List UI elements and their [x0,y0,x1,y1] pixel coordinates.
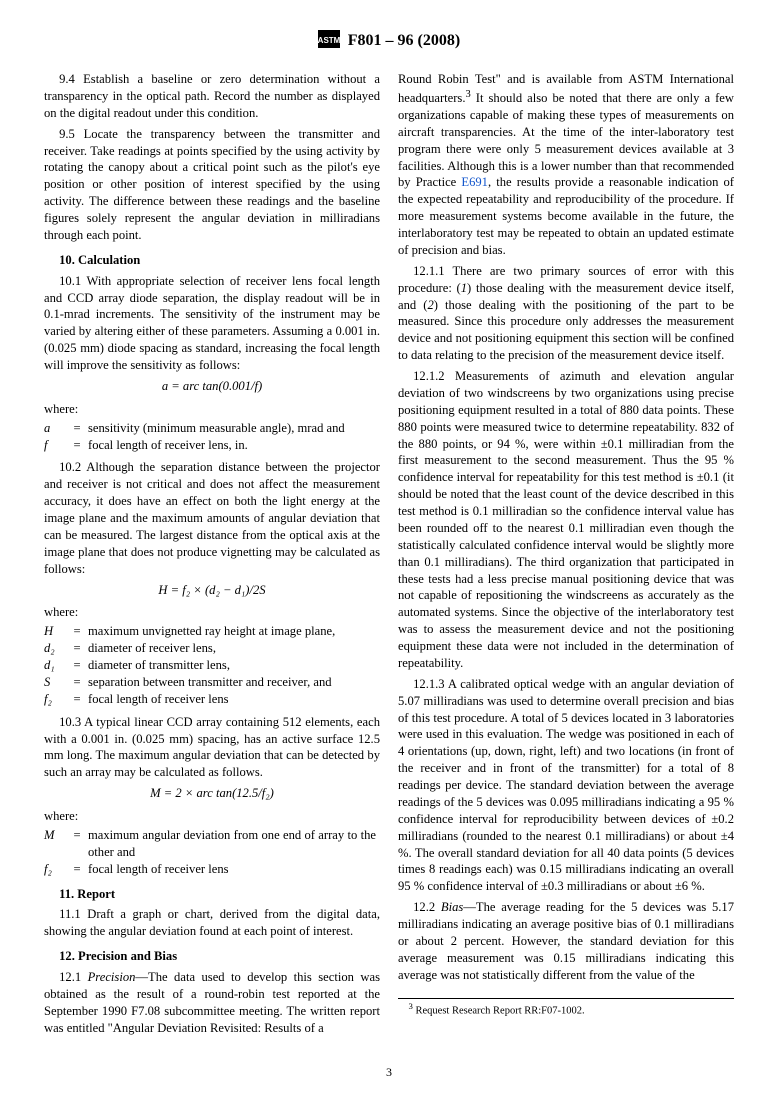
svg-text:ASTM: ASTM [318,36,340,45]
right-column: Round Robin Test" and is available from … [398,71,734,1041]
para-12-2-lead: 12.2 [413,900,441,914]
page-number: 3 [44,1065,734,1080]
bias-label: Bias [441,900,463,914]
standard-designation: F801 – 96 (2008) [348,32,460,49]
practice-e691-link[interactable]: E691 [461,175,488,189]
para-12-1-1: 12.1.1 There are two primary sources of … [398,263,734,364]
where-label-3: where: [44,808,380,825]
para-10-2: 10.2 Although the separation distance be… [44,459,380,577]
para-10-3: 10.3 A typical linear CCD array containi… [44,714,380,782]
para-12-1-lead: 12.1 [59,970,88,984]
where-table-M: M=maximum angular deviation from one end… [44,827,380,878]
para-12-1-3: 12.1.3 A calibrated optical wedge with a… [398,676,734,895]
para-12-2: 12.2 Bias—The average reading for the 5 … [398,899,734,983]
section-12-head: 12. Precision and Bias [44,948,380,965]
para-12-1-cont: Round Robin Test" and is available from … [398,71,734,259]
para-12-1: 12.1 Precision—The data used to develop … [44,969,380,1037]
where-label-1: where: [44,401,380,418]
where-table-H: H=maximum unvignetted ray height at imag… [44,623,339,707]
section-11-head: 11. Report [44,886,380,903]
para-9-4: 9.4 Establish a baseline or zero determi… [44,71,380,122]
footnote-3-text: Request Research Report RR:F07-1002. [413,1005,585,1016]
para-10-1: 10.1 With appropriate selection of recei… [44,273,380,374]
para-11-1: 11.1 Draft a graph or chart, derived fro… [44,906,380,940]
footnote-3: 3 Request Research Report RR:F07-1002. [398,998,734,1019]
para-12-1-2: 12.1.2 Measurements of azimuth and eleva… [398,368,734,672]
where-table-a: a=sensitivity (minimum measurable angle)… [44,420,349,454]
para-9-5: 9.5 Locate the transparency between the … [44,126,380,244]
precision-label: Precision [88,970,136,984]
para-12-1-1-c: ) those dealing with the positioning of … [398,298,734,363]
page-header: ASTM F801 – 96 (2008) [44,30,734,53]
two-column-body: 9.4 Establish a baseline or zero determi… [44,71,734,1041]
section-10-head: 10. Calculation [44,252,380,269]
formula-H: H = f₂ × (d₂ − d₁)/2S [44,582,380,599]
formula-sensitivity: a = arc tan(0.001/f) [44,378,380,395]
formula-M: M = 2 × arc tan(12.5/f₂) [44,785,380,802]
where-label-2: where: [44,604,380,621]
astm-logo-icon: ASTM [318,30,340,53]
left-column: 9.4 Establish a baseline or zero determi… [44,71,380,1041]
